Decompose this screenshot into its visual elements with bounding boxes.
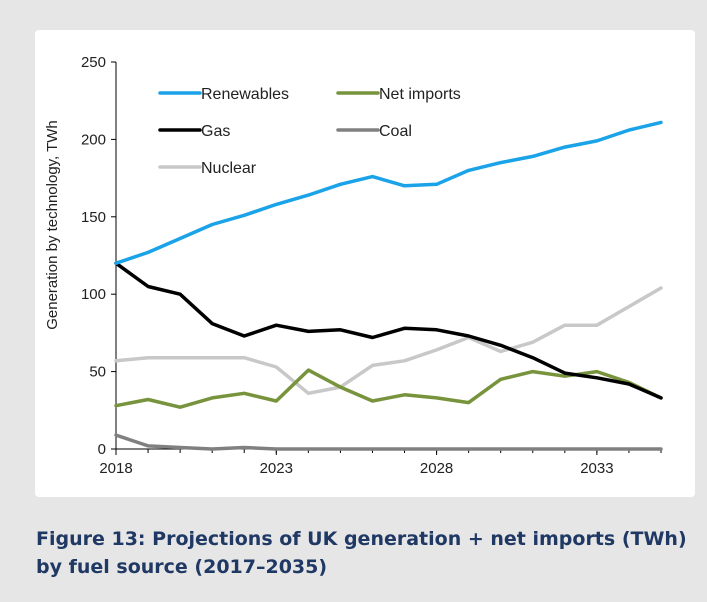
y-tick-label: 200 [81, 131, 106, 148]
y-tick-label: 0 [98, 441, 106, 458]
series-line-coal [114, 433, 663, 451]
x-tick-label: 2028 [420, 460, 453, 477]
figure-caption: Figure 13: Projections of UK generation … [36, 528, 687, 578]
legend-label-coal: Coal [379, 123, 412, 140]
y-tick-label: 100 [81, 286, 106, 303]
series-line-renewables [114, 120, 663, 265]
legend-label-net-imports: Net imports [379, 86, 461, 103]
chart-card [35, 30, 695, 497]
x-tick-label: 2023 [260, 460, 293, 477]
y-tick-label: 150 [81, 209, 106, 226]
y-tick-label: 50 [89, 364, 106, 381]
legend-label-gas: Gas [201, 123, 230, 140]
x-tick-label: 2033 [580, 460, 613, 477]
series-line-gas [114, 261, 663, 400]
y-axis-title: Generation by technology, TWh [44, 120, 61, 330]
x-tick-label: 2018 [99, 460, 132, 477]
y-tick-label: 250 [81, 54, 106, 71]
series-line-nuclear [114, 286, 663, 396]
legend-label-nuclear: Nuclear [201, 160, 257, 177]
legend-label-renewables: Renewables [201, 86, 289, 103]
